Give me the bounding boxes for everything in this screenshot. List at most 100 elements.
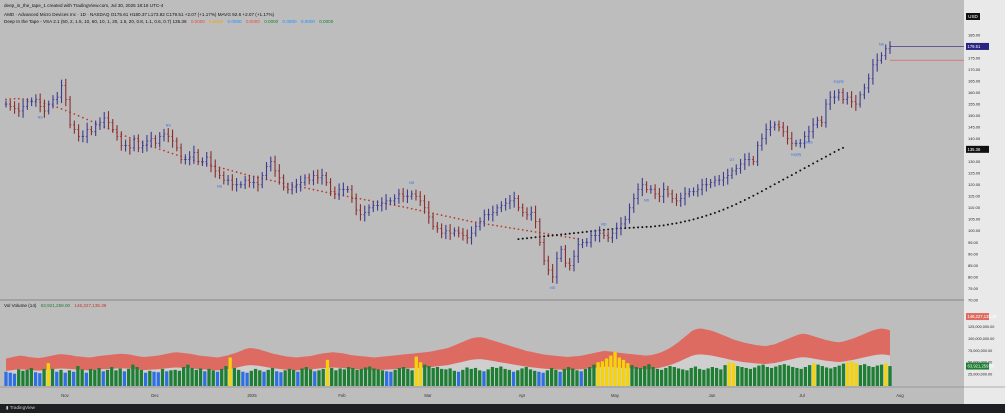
- ma-black-dot: [684, 220, 687, 223]
- volume-bar: [748, 368, 753, 386]
- volume-bar: [275, 371, 279, 386]
- ma-red-dot: [462, 218, 464, 221]
- volume-bar: [769, 367, 774, 386]
- volume-last-badge-bg: [966, 362, 989, 370]
- ma-red-dot: [487, 223, 490, 226]
- ma-red-dot: [444, 215, 447, 217]
- volume-bar: [33, 372, 38, 386]
- volume-bar: [655, 368, 660, 386]
- ma-red-dot: [312, 188, 315, 191]
- volume-bar: [753, 367, 757, 386]
- volume-avg: 146,227,135.36: [74, 303, 107, 308]
- volume-bar: [139, 369, 143, 386]
- last-price-badge: 179.51: [968, 44, 981, 49]
- volume-bar: [127, 368, 131, 386]
- ma-black-dot: [658, 224, 661, 227]
- currency-badge[interactable]: USD: [966, 13, 980, 20]
- volume-bar: [423, 364, 427, 386]
- volume-bar: [871, 367, 875, 386]
- ma-red-dot: [316, 189, 319, 192]
- ma-black-dot: [705, 214, 708, 217]
- volume-bar: [224, 366, 228, 386]
- ma-red-dot: [128, 136, 131, 139]
- volume-bar: [169, 370, 173, 386]
- volume-bar: [672, 367, 676, 386]
- volume-bar: [816, 364, 820, 386]
- volume-bar: [520, 368, 524, 386]
- legend-main[interactable]: AMD · Advanced Micro Devices Inc · 1D · …: [4, 12, 275, 17]
- volume-bar: [270, 367, 275, 386]
- ma-black-dot: [833, 151, 836, 154]
- volume-bar: [875, 365, 879, 386]
- ma-red-dot: [222, 167, 225, 170]
- ma-red-dot: [304, 186, 306, 189]
- time-tick-label: Mar: [424, 393, 432, 398]
- ma-black-dot: [572, 232, 575, 235]
- tradingview-logo[interactable]: ▮ TradingView: [6, 405, 35, 410]
- vsa-value-4: 0.0000: [264, 19, 279, 24]
- vsa-signal-label: SOS: [805, 141, 813, 145]
- legend-vsa[interactable]: Deep In the Tape - VSA 2.1 (50, 2, 1.5, …: [4, 19, 336, 24]
- price-tick-label: 120.00: [968, 182, 981, 187]
- ma-black-dot: [688, 219, 691, 222]
- ma-black-dot: [799, 169, 802, 172]
- ma-black-dot: [752, 194, 755, 197]
- volume-bar: [304, 367, 308, 386]
- volume-bar: [482, 371, 486, 386]
- ma-black-dot: [777, 180, 780, 183]
- volume-bar: [359, 368, 363, 386]
- ma-black-dot: [786, 176, 789, 179]
- volume-bar: [283, 370, 287, 386]
- volume-bar: [795, 367, 799, 386]
- volume-bar: [850, 361, 854, 386]
- volume-bar: [165, 371, 169, 386]
- ma-red-dot: [22, 98, 24, 100]
- ma-red-dot: [64, 109, 67, 112]
- volume-bar: [626, 363, 630, 386]
- ma-red-dot: [346, 195, 349, 198]
- volume-bar: [148, 370, 152, 386]
- price-tick-label: 155.00: [968, 101, 981, 106]
- volume-bar: [478, 370, 482, 386]
- ma-black-dot: [551, 234, 554, 237]
- volume-bar: [558, 371, 562, 386]
- volume-bar: [300, 368, 304, 386]
- volume-bar: [236, 369, 241, 386]
- volume-bar: [799, 368, 803, 386]
- volume-bar: [571, 368, 575, 386]
- volume-bar: [456, 371, 461, 386]
- volume-bar: [824, 367, 829, 386]
- vsa-signal-label: supply: [791, 152, 802, 156]
- volume-bar: [38, 373, 42, 386]
- vsa-signal-label: UT: [730, 158, 736, 162]
- ma-black-dot: [666, 223, 669, 226]
- vsa-value-5: 0.0000: [282, 19, 297, 24]
- ma-red-dot: [457, 217, 460, 220]
- time-tick-label: Feb: [338, 393, 346, 398]
- ma-black-dot: [547, 234, 550, 237]
- volume-bar: [782, 364, 786, 386]
- volume-bar: [668, 366, 672, 386]
- vsa-value-7: 0.0000: [319, 19, 334, 24]
- volume-bar: [118, 368, 122, 386]
- volume-bar: [664, 367, 668, 386]
- volume-bar: [549, 367, 554, 386]
- volume-bar: [888, 366, 892, 386]
- ma-black-dot: [517, 238, 520, 241]
- volume-bar: [435, 367, 440, 386]
- volume-bar: [693, 366, 698, 386]
- ma-red-dot: [440, 214, 443, 217]
- volume-bar: [740, 367, 744, 386]
- legend-volume[interactable]: Vol Volume (14) 63,921,259.00 146,227,13…: [4, 303, 109, 308]
- volume-bar: [325, 359, 330, 386]
- volume-label: Vol Volume (14): [4, 303, 37, 308]
- volume-bar: [253, 368, 258, 386]
- volume-bar: [689, 367, 693, 386]
- volume-bar: [258, 370, 262, 386]
- time-tick-label: Jul: [799, 393, 804, 398]
- vsa-value-6: 0.0000: [300, 19, 315, 24]
- price-tick-label: 85.00: [968, 263, 979, 268]
- ma-black-dot: [765, 187, 768, 190]
- ma-black-dot: [829, 153, 832, 156]
